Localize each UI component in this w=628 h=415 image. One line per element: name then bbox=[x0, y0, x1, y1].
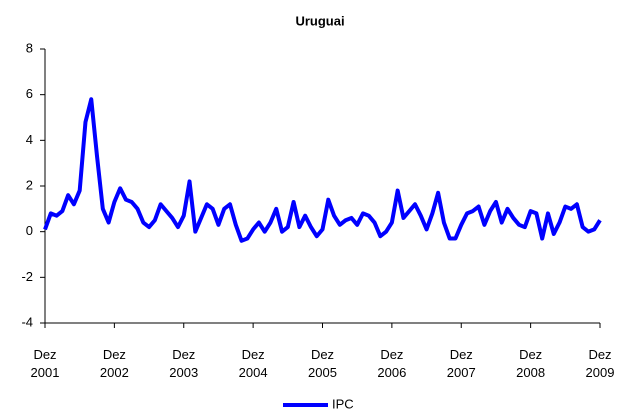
x-tick-label: Dez 2006 bbox=[377, 347, 407, 380]
y-tick-label: 0 bbox=[26, 223, 33, 238]
x-tick-label: Dez 2008 bbox=[516, 347, 546, 380]
legend-label: IPC bbox=[332, 396, 354, 411]
y-tick-label: 4 bbox=[26, 132, 33, 147]
x-tick-label: Dez 2001 bbox=[30, 347, 60, 380]
x-tick-label: Dez 2005 bbox=[308, 347, 337, 380]
y-tick-label: 8 bbox=[26, 40, 33, 55]
chart-title: Uruguai bbox=[295, 13, 344, 28]
x-tick-label: Dez 2009 bbox=[585, 347, 615, 380]
data-line bbox=[43, 97, 602, 243]
x-tick-label: Dez 2002 bbox=[99, 347, 129, 380]
y-tick-label: 2 bbox=[26, 177, 33, 192]
y-tick-label: -4 bbox=[21, 314, 33, 329]
y-tick-label: 6 bbox=[26, 86, 33, 101]
x-tick-label: Dez 2003 bbox=[169, 347, 199, 380]
x-tick-label: Dez 2007 bbox=[446, 347, 476, 380]
x-tick-label: Dez 2004 bbox=[238, 347, 268, 380]
y-tick-label: -2 bbox=[21, 269, 33, 284]
